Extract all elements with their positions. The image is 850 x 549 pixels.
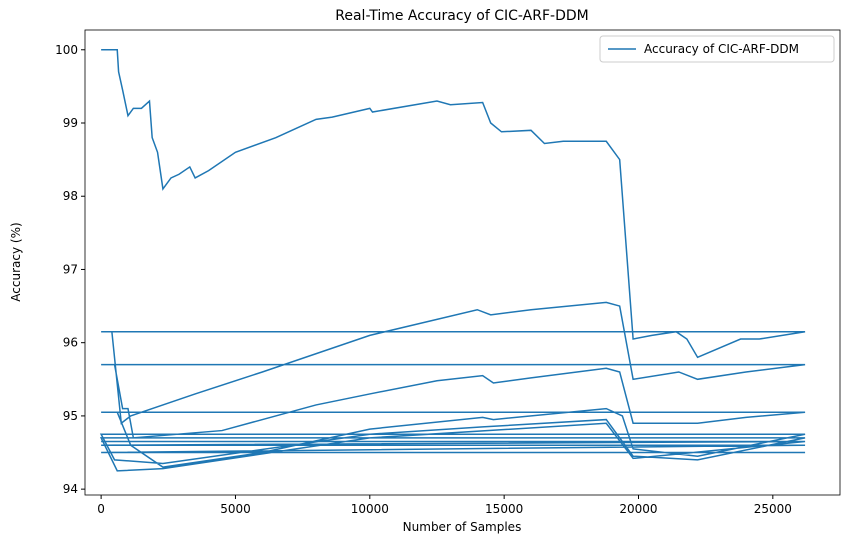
- x-tick-label: 5000: [220, 502, 251, 516]
- y-tick-label: 100: [55, 43, 78, 57]
- y-axis-label: Accuracy (%): [9, 222, 23, 301]
- y-tick-label: 96: [63, 336, 78, 350]
- legend-box: [599, 35, 835, 63]
- legend-label: Accuracy of CIC-ARF-DDM: [644, 42, 799, 56]
- x-tick-label: 10000: [351, 502, 389, 516]
- x-tick-label: 25000: [754, 502, 792, 516]
- y-tick-label: 99: [63, 116, 78, 130]
- x-tick-label: 0: [97, 502, 105, 516]
- x-tick-label: 15000: [485, 502, 523, 516]
- y-tick-label: 98: [63, 189, 78, 203]
- plot-frame: [84, 29, 841, 496]
- x-axis-label: Number of Samples: [403, 520, 522, 534]
- y-tick-label: 94: [63, 482, 78, 496]
- y-tick-label: 97: [63, 262, 78, 276]
- chart-title: Real-Time Accuracy of CIC-ARF-DDM: [335, 8, 588, 24]
- y-tick-label: 95: [63, 409, 78, 423]
- x-tick-label: 20000: [619, 502, 657, 516]
- data-line: [99, 49, 806, 472]
